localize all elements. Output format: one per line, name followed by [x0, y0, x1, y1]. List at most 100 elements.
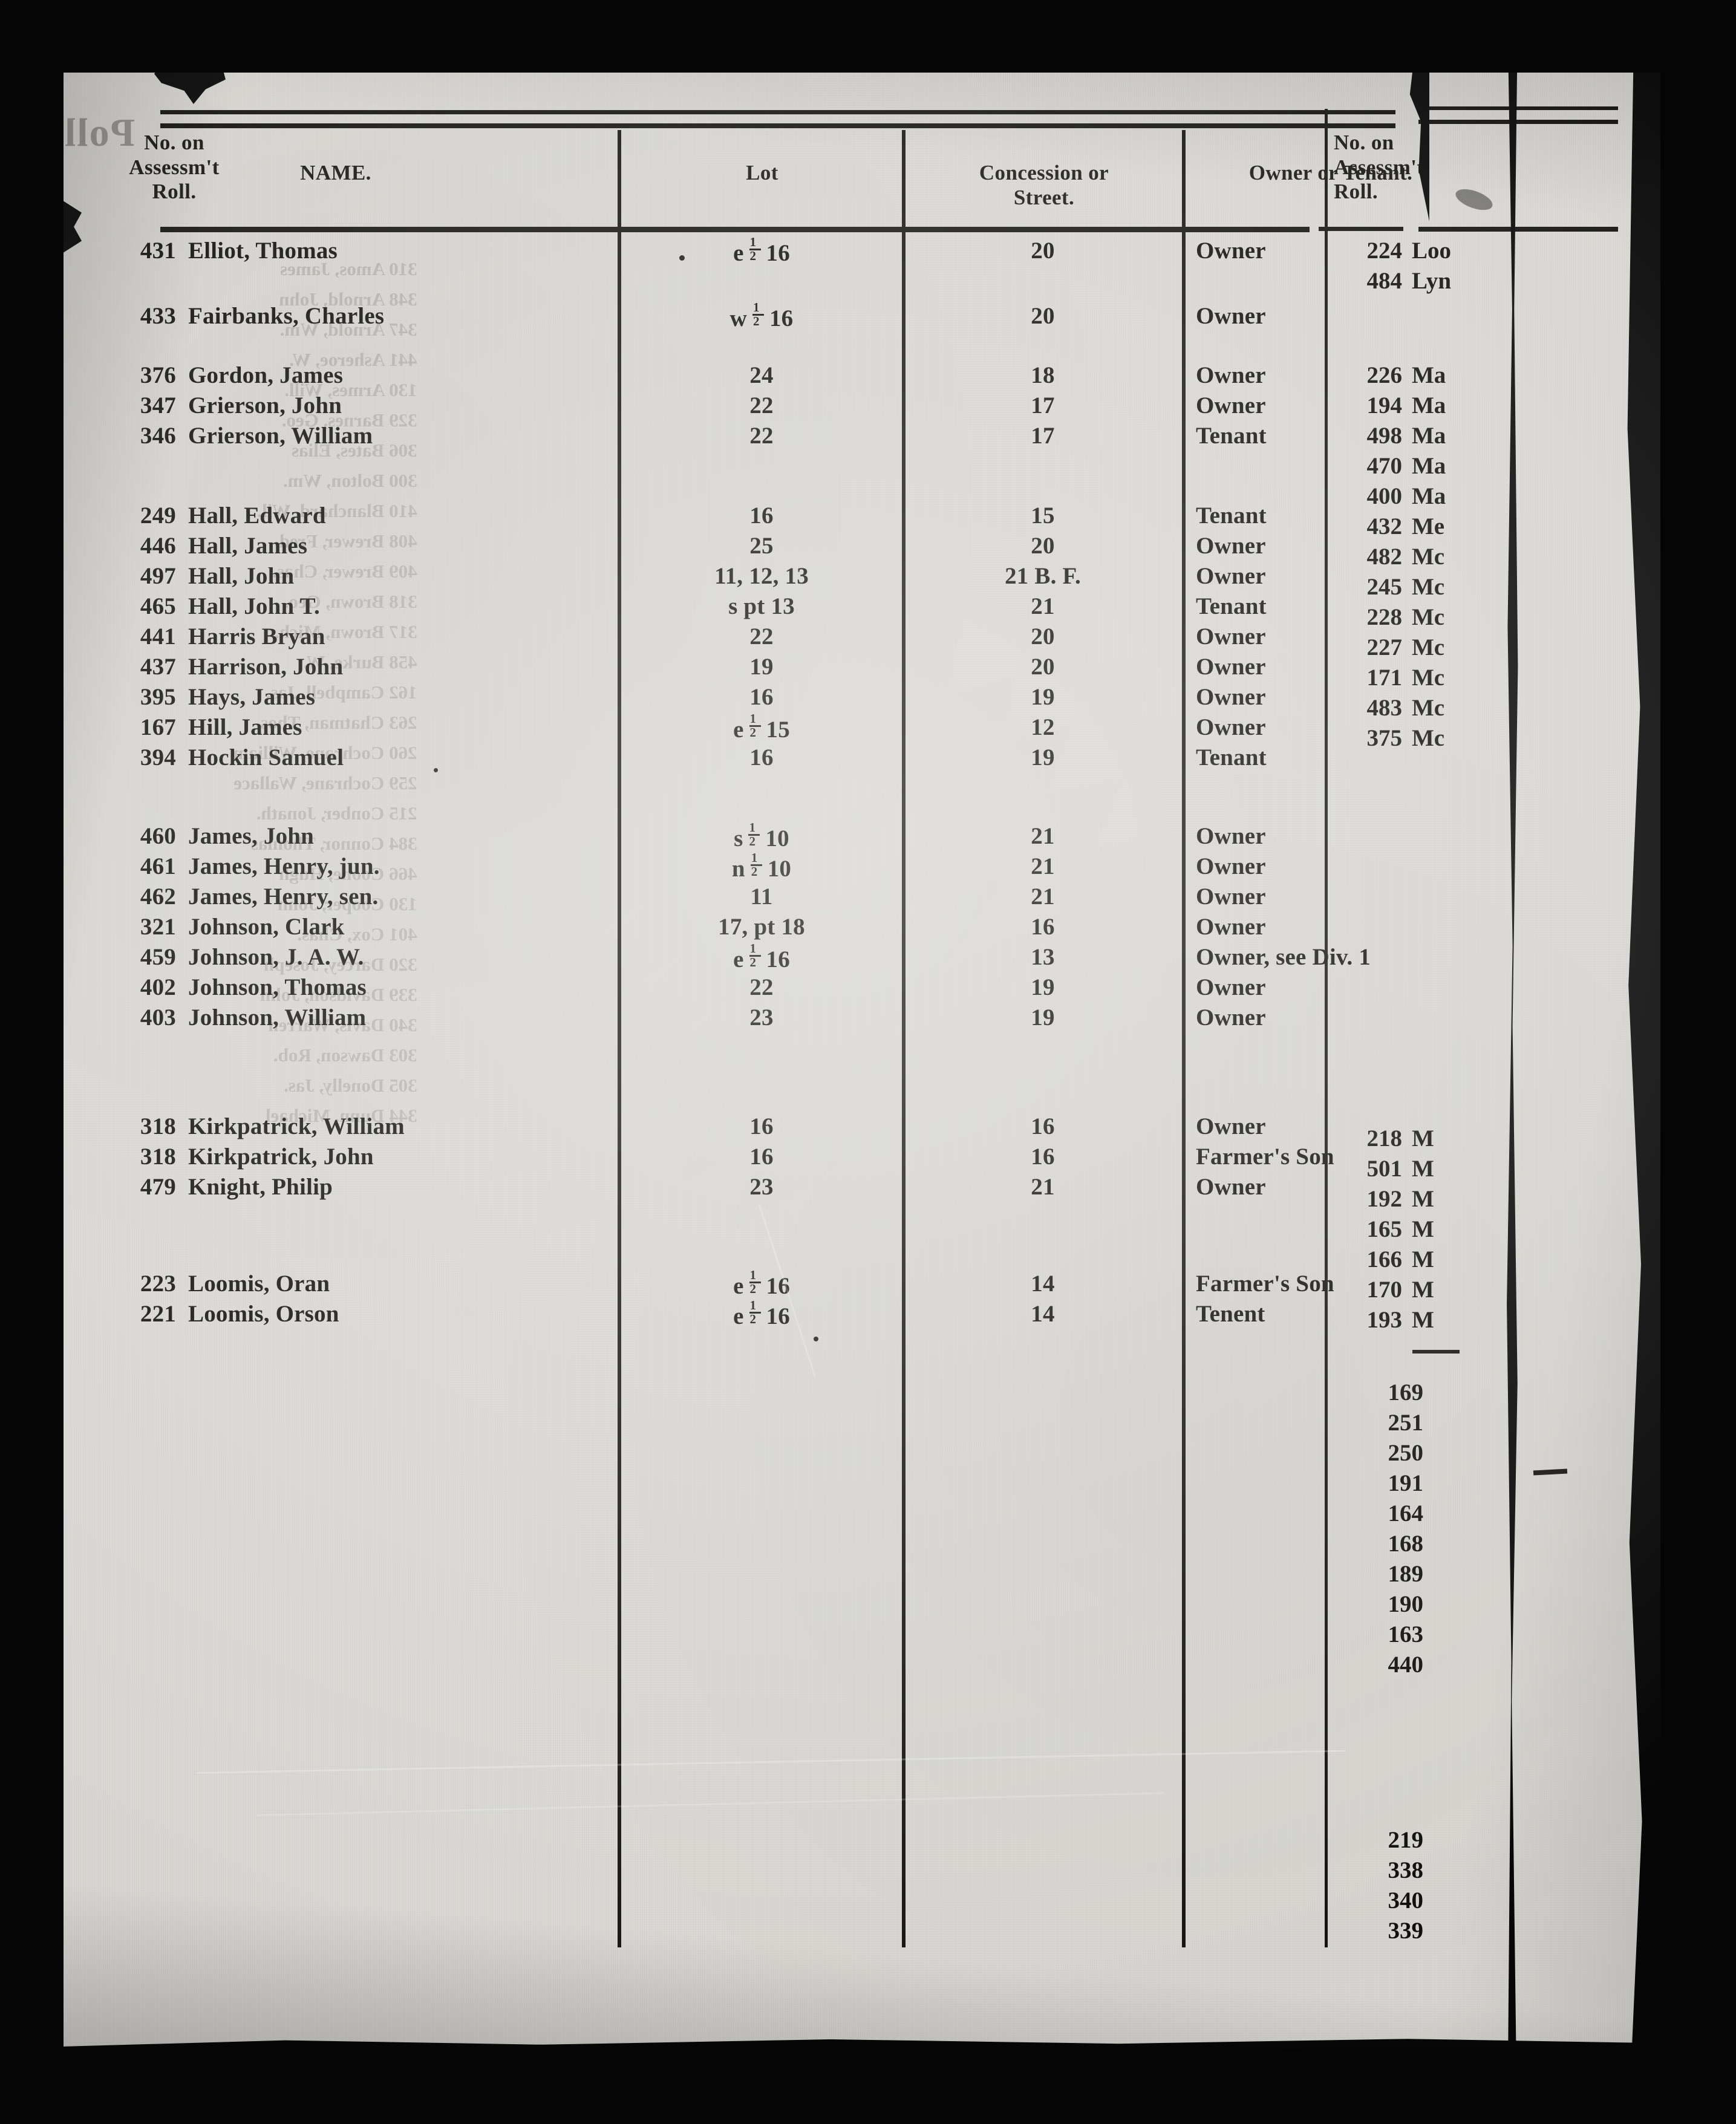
right-column-row: 375 Mc — [1337, 725, 1445, 752]
right-column-roll-number: 340 — [1388, 1888, 1424, 1914]
cell-name: Hockin Samuel — [188, 744, 344, 770]
film-scratch — [256, 1792, 1164, 1816]
header-no-line-2: Assessm't — [129, 155, 220, 179]
cell-name: James, John — [188, 823, 315, 849]
cell-name: Harris Bryan — [188, 624, 325, 650]
cell-concession: 14 — [1031, 1301, 1055, 1327]
lot-prefix: e — [733, 717, 744, 743]
cell-concession: 21 — [1031, 1174, 1055, 1200]
right-column-roll-number: 218 — [1366, 1126, 1403, 1152]
cell-owner-or-tenant: Owner, see Div. 1 — [1196, 944, 1371, 970]
table-row: 465 Hall, John T. s pt 13 21 Tenant — [64, 593, 1394, 627]
right-column-roll-number: 169 — [1388, 1380, 1424, 1406]
right-column-row: 340 — [1358, 1887, 1424, 1914]
table-header: No. on Assessm't Roll. NAME. Lot Concess… — [64, 73, 1660, 230]
cell-roll-number: 479 — [140, 1174, 176, 1200]
right-column-name-fragment: Lyn — [1412, 268, 1452, 294]
cell-roll-number: 394 — [140, 744, 176, 770]
cell-name: Harrison, John — [188, 654, 344, 680]
cell-roll-number: 459 — [140, 944, 176, 970]
cell-name: Johnson, William — [188, 1005, 367, 1031]
cell-roll-number: 346 — [140, 423, 176, 449]
right-column-roll-number: 470 — [1366, 453, 1403, 479]
lot-number: 16 — [766, 1303, 790, 1329]
cell-lot: 17, pt 18 — [718, 914, 805, 940]
right-column-name-fragment: Ma — [1412, 423, 1446, 449]
cell-owner-or-tenant: Owner — [1196, 1005, 1266, 1031]
cell-name: Johnson, Clark — [188, 914, 345, 940]
right-column-row: 194 Ma — [1337, 392, 1446, 419]
cell-owner-or-tenant: Owner — [1196, 238, 1266, 264]
header-lot: Lot — [746, 161, 778, 184]
cell-name: Grierson, William — [188, 423, 373, 449]
cell-name: Kirkpatrick, William — [188, 1113, 405, 1139]
cell-name: Loomis, Oran — [188, 1271, 330, 1297]
table-row: 462 James, Henry, sen. 11 21 Owner — [64, 883, 1394, 917]
cell-concession: 12 — [1031, 714, 1055, 740]
cell-lot: 11, 12, 13 — [714, 563, 809, 589]
right-column-name-fragment: Mc — [1412, 604, 1445, 630]
right-column-roll-number: 375 — [1366, 725, 1403, 751]
right-column-row: 482 Mc — [1337, 543, 1445, 570]
table-row: 441 Harris Bryan 22 20 Owner — [64, 623, 1394, 657]
right-column-separator-dash — [1412, 1350, 1460, 1354]
cell-lot: 16 — [749, 503, 774, 529]
cell-lot: 23 — [749, 1005, 774, 1031]
right-column-row: 192 M — [1337, 1185, 1434, 1213]
cell-roll-number: 460 — [140, 823, 176, 849]
right-column-roll-number: 338 — [1388, 1857, 1424, 1883]
table-row: 395 Hays, James 16 19 Owner — [64, 683, 1394, 717]
cell-name: James, Henry, sen. — [188, 884, 379, 910]
right-column-roll-number: 190 — [1388, 1591, 1424, 1617]
right-column-roll-number: 400 — [1366, 483, 1403, 509]
right-column-roll-number: 501 — [1366, 1156, 1403, 1182]
lot-prefix: n — [731, 856, 745, 882]
right-column-row: 228 Mc — [1337, 604, 1445, 631]
right-column-roll-number: 483 — [1366, 695, 1403, 721]
cell-name: Johnson, Thomas — [188, 974, 367, 1000]
cell-roll-number: 376 — [140, 362, 176, 388]
right-column-row: 339 — [1358, 1917, 1424, 1944]
cell-owner-or-tenant: Owner — [1196, 393, 1266, 419]
cell-roll-number: 437 — [140, 654, 176, 680]
right-header-no-line-1: No. on — [1334, 131, 1394, 154]
right-column-name-fragment: Mc — [1412, 574, 1445, 600]
right-column-name-fragment: Mc — [1412, 544, 1445, 570]
table-row: 376 Gordon, James 24 18 Owner — [64, 362, 1394, 396]
cell-roll-number: 402 — [140, 974, 176, 1000]
right-column-row: 219 — [1358, 1826, 1424, 1854]
cell-lot: 22 — [749, 393, 774, 419]
page-tear-bottom — [64, 2039, 1660, 2050]
cell-lot: 22 — [749, 974, 774, 1000]
cell-owner-or-tenant: Owner — [1196, 714, 1266, 740]
right-column-roll-number: 219 — [1388, 1827, 1424, 1853]
lot-prefix: s — [734, 826, 743, 852]
cell-owner-or-tenant: Tenant — [1196, 503, 1267, 529]
right-column-name-fragment: M — [1412, 1156, 1434, 1182]
cell-name: Hill, James — [188, 714, 302, 740]
cell-owner-or-tenant: Owner — [1196, 914, 1266, 940]
cell-owner-or-tenant: Owner — [1196, 533, 1266, 559]
right-column-name-fragment: Ma — [1412, 453, 1446, 479]
table-row: 446 Hall, James 25 20 Owner — [64, 532, 1394, 566]
right-column-name-fragment: Ma — [1412, 393, 1446, 419]
right-header-no-line-3: Roll. — [1334, 180, 1378, 204]
cell-roll-number: 403 — [140, 1005, 176, 1031]
right-column-row: 400 Ma — [1337, 483, 1446, 510]
header-owner-or-tenant: Owner or Tenant. — [1248, 161, 1413, 184]
table-row: 346 Grierson, William 22 17 Tenant — [64, 422, 1394, 456]
cell-owner-or-tenant: Tenent — [1196, 1301, 1265, 1327]
cell-concession: 19 — [1031, 684, 1055, 710]
cell-owner-or-tenant: Owner — [1196, 1113, 1266, 1139]
cell-concession: 21 — [1031, 593, 1055, 619]
cell-name: Loomis, Orson — [188, 1301, 339, 1327]
